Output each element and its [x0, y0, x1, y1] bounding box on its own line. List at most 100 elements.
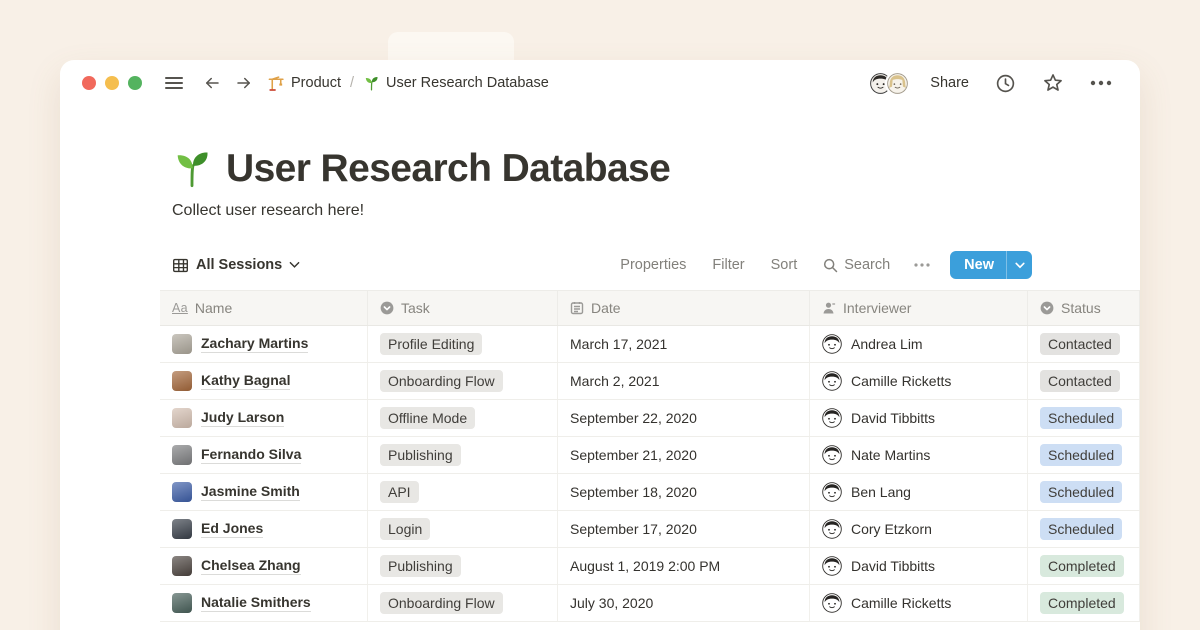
task-cell[interactable]: Publishing [368, 437, 558, 473]
table-row: Chelsea Zhang Publishing August 1, 2019 … [160, 548, 1140, 585]
forward-button[interactable] [228, 68, 260, 98]
interviewer-cell[interactable]: David Tibbitts [810, 548, 1028, 584]
row-name-link[interactable]: Chelsea Zhang [201, 557, 301, 575]
date-text: March 2, 2021 [570, 373, 660, 389]
status-badge: Scheduled [1040, 518, 1123, 540]
row-name-link[interactable]: Zachary Martins [201, 335, 309, 353]
task-cell[interactable]: API [368, 474, 558, 510]
interviewer-name: Nate Martins [851, 447, 931, 463]
row-name-link[interactable]: Fernando Silva [201, 446, 302, 464]
status-cell[interactable]: Completed [1028, 548, 1140, 584]
status-cell[interactable]: Scheduled [1028, 511, 1140, 547]
collaborator-avatars[interactable] [868, 70, 911, 96]
minimize-button[interactable] [105, 76, 119, 90]
status-cell[interactable]: Contacted [1028, 363, 1140, 399]
menu-icon [165, 77, 183, 89]
date-cell[interactable]: July 30, 2020 [558, 585, 810, 621]
zoom-button[interactable] [128, 76, 142, 90]
name-cell[interactable]: Chelsea Zhang [160, 548, 368, 584]
task-cell[interactable]: Onboarding Flow [368, 363, 558, 399]
status-cell[interactable]: Completed [1028, 585, 1140, 621]
table-row: Jasmine Smith API September 18, 2020 Ben… [160, 474, 1140, 511]
view-bar: All Sessions Properties Filter Sort Sear… [172, 250, 1032, 280]
menu-button[interactable] [158, 68, 190, 98]
header-label: Task [401, 300, 430, 316]
interviewer-avatar [822, 556, 842, 576]
table-body: Zachary Martins Profile Editing March 17… [160, 326, 1140, 622]
row-name-link[interactable]: Ed Jones [201, 520, 264, 538]
name-cell[interactable]: Judy Larson [160, 400, 368, 436]
date-cell[interactable]: August 1, 2019 2:00 PM [558, 548, 810, 584]
interviewer-cell[interactable]: Nate Martins [810, 437, 1028, 473]
date-cell[interactable]: September 22, 2020 [558, 400, 810, 436]
breadcrumb-item-page[interactable]: User Research Database [363, 75, 549, 92]
name-cell[interactable]: Natalie Smithers [160, 585, 368, 621]
date-cell[interactable]: March 17, 2021 [558, 326, 810, 362]
row-name-link[interactable]: Judy Larson [201, 409, 285, 427]
filter-button[interactable]: Filter [704, 253, 752, 277]
name-cell[interactable]: Fernando Silva [160, 437, 368, 473]
interviewer-avatar [822, 371, 842, 391]
share-button[interactable]: Share [924, 71, 975, 95]
date-text: September 18, 2020 [570, 484, 697, 500]
name-cell[interactable]: Ed Jones [160, 511, 368, 547]
window-more-button[interactable] [1084, 68, 1118, 98]
interviewer-cell[interactable]: David Tibbitts [810, 400, 1028, 436]
date-text: September 22, 2020 [570, 410, 697, 426]
name-cell[interactable]: Zachary Martins [160, 326, 368, 362]
properties-button[interactable]: Properties [612, 253, 694, 277]
date-cell[interactable]: September 21, 2020 [558, 437, 810, 473]
breadcrumb-item-product[interactable]: Product [268, 75, 341, 92]
date-cell[interactable]: September 17, 2020 [558, 511, 810, 547]
view-label: All Sessions [196, 257, 283, 273]
interviewer-cell[interactable]: Ben Lang [810, 474, 1028, 510]
favorite-button[interactable] [1036, 68, 1070, 98]
date-cell[interactable]: September 18, 2020 [558, 474, 810, 510]
back-button[interactable] [196, 68, 228, 98]
new-button-group: New [950, 251, 1032, 279]
date-cell[interactable]: March 2, 2021 [558, 363, 810, 399]
toolbar-more-button[interactable] [908, 250, 936, 280]
sessions-table: Aa Name Task Date [160, 290, 1140, 622]
task-cell[interactable]: Onboarding Flow [368, 585, 558, 621]
status-cell[interactable]: Scheduled [1028, 437, 1140, 473]
task-cell[interactable]: Offline Mode [368, 400, 558, 436]
task-cell[interactable]: Publishing [368, 548, 558, 584]
header-cell-interviewer[interactable]: Interviewer [810, 291, 1028, 325]
status-cell[interactable]: Contacted [1028, 326, 1140, 362]
interviewer-name: David Tibbitts [851, 410, 936, 426]
new-button-chevron[interactable] [1006, 251, 1032, 279]
row-name-link[interactable]: Kathy Bagnal [201, 372, 291, 390]
task-cell[interactable]: Profile Editing [368, 326, 558, 362]
interviewer-cell[interactable]: Camille Ricketts [810, 585, 1028, 621]
breadcrumb: Product / User Research Database [268, 75, 549, 92]
row-name-link[interactable]: Natalie Smithers [201, 594, 311, 612]
name-cell[interactable]: Jasmine Smith [160, 474, 368, 510]
search-label: Search [844, 257, 891, 273]
interviewer-cell[interactable]: Andrea Lim [810, 326, 1028, 362]
header-label: Interviewer [843, 300, 912, 316]
task-cell[interactable]: Login [368, 511, 558, 547]
row-name-link[interactable]: Jasmine Smith [201, 483, 300, 501]
header-cell-date[interactable]: Date [558, 291, 810, 325]
status-cell[interactable]: Scheduled [1028, 474, 1140, 510]
header-cell-task[interactable]: Task [368, 291, 558, 325]
updates-button[interactable] [989, 68, 1022, 98]
header-cell-status[interactable]: Status [1028, 291, 1140, 325]
search-button[interactable]: Search [815, 253, 898, 277]
new-button[interactable]: New [964, 257, 994, 273]
view-switcher[interactable]: All Sessions [172, 257, 300, 274]
header-cell-name[interactable]: Aa Name [160, 291, 368, 325]
interviewer-cell[interactable]: Camille Ricketts [810, 363, 1028, 399]
close-button[interactable] [82, 76, 96, 90]
interviewer-name: David Tibbitts [851, 558, 936, 574]
status-cell[interactable]: Scheduled [1028, 400, 1140, 436]
header-label: Name [194, 300, 233, 316]
sort-button[interactable]: Sort [763, 253, 806, 277]
name-cell[interactable]: Kathy Bagnal [160, 363, 368, 399]
back-icon [206, 77, 219, 89]
chevron-down-icon [1014, 262, 1025, 268]
status-badge: Contacted [1040, 370, 1120, 392]
status-badge: Scheduled [1040, 444, 1123, 466]
interviewer-cell[interactable]: Cory Etzkorn [810, 511, 1028, 547]
